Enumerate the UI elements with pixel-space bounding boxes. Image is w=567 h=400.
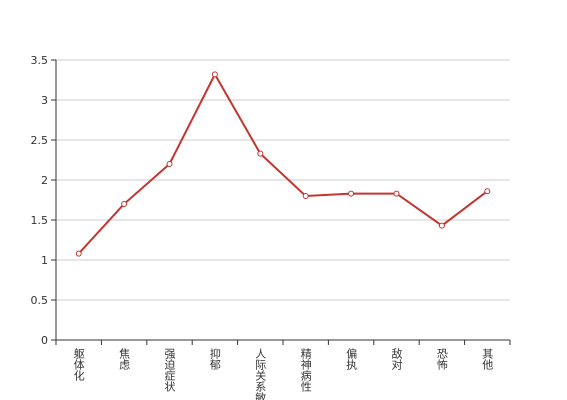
y-tick-label: 1.5 (31, 214, 49, 227)
y-tick-label: 3.5 (31, 54, 49, 67)
point (211, 71, 218, 78)
x-tick-label: 其他 (481, 348, 494, 370)
x-tick-label: 躯体化 (72, 348, 85, 382)
point (438, 222, 445, 229)
y-tick-label: 2 (41, 174, 48, 187)
y-tick-label: 0 (41, 334, 48, 347)
x-tick-label: 焦虑 (118, 348, 131, 370)
y-tick-label: 1 (41, 254, 48, 267)
x-tick-label: 精神病性 (299, 348, 312, 393)
y-tick-label: 0.5 (31, 294, 49, 307)
x-tick-label: 抑郁 (208, 347, 221, 370)
y-tick-label: 2.5 (31, 134, 49, 147)
point (484, 188, 491, 195)
point (166, 161, 173, 167)
x-tick-label: 恐怖 (435, 348, 448, 370)
point (393, 190, 400, 197)
line (77, 72, 488, 255)
point (302, 193, 309, 199)
x-tick-label: 偏执 (345, 347, 358, 371)
point (348, 190, 355, 197)
x-tick-label: 敌对 (390, 347, 403, 370)
x-tick-label: 强迫症状 (163, 348, 176, 392)
point (121, 201, 128, 207)
y-tick-label: 3 (41, 94, 48, 107)
x-tick-label: 人际关系敏感 (254, 348, 267, 400)
point (75, 250, 82, 257)
point (257, 150, 264, 157)
